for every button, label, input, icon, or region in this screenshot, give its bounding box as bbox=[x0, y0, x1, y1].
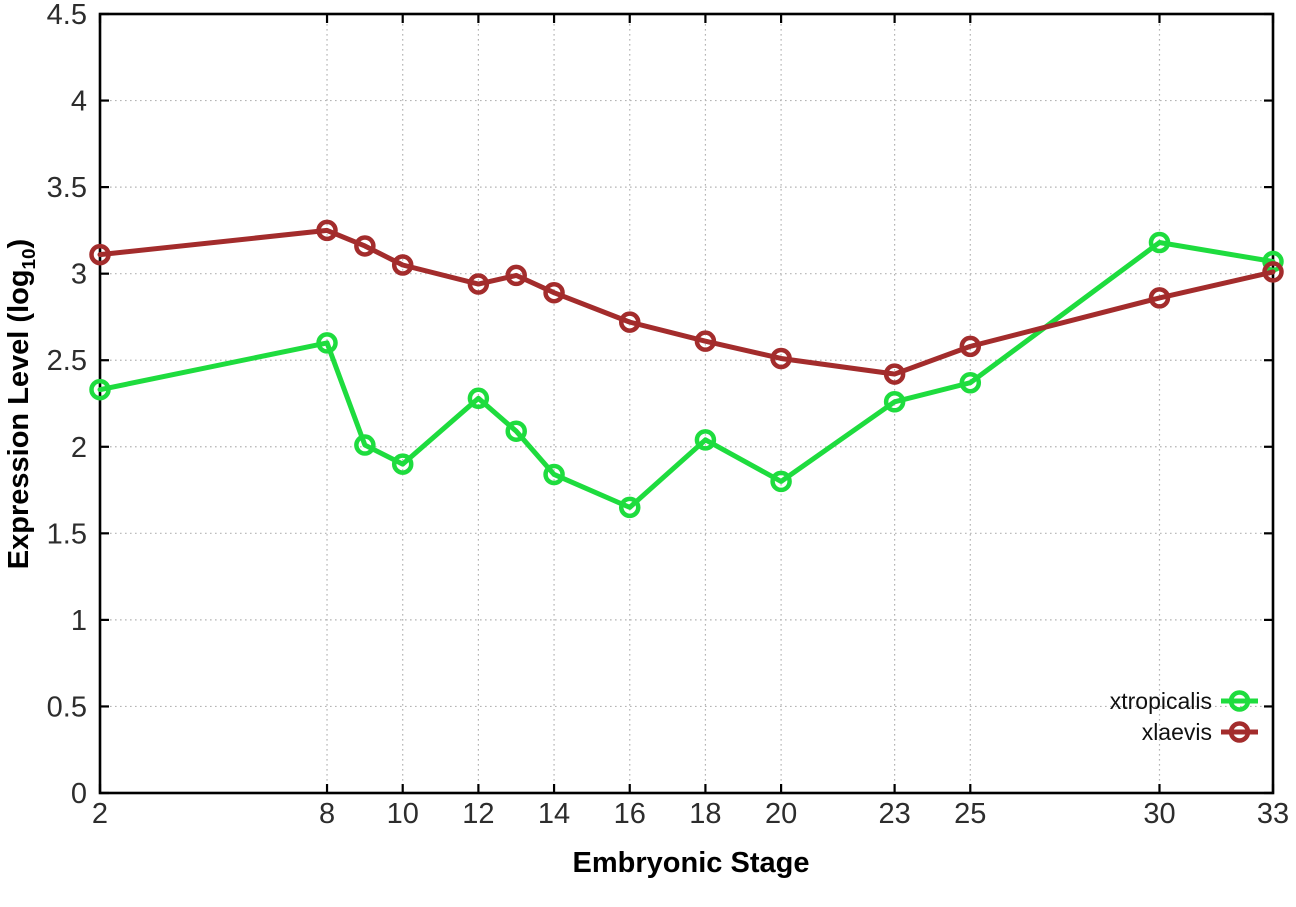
y-tick-label: 0.5 bbox=[47, 691, 87, 723]
y-tick-label: 1.5 bbox=[47, 518, 87, 550]
legend-label-xlaevis: xlaevis bbox=[1142, 719, 1212, 745]
marker-xlaevis bbox=[770, 347, 792, 370]
y-tick-label: 2 bbox=[71, 432, 87, 464]
x-tick-label: 12 bbox=[462, 798, 494, 830]
x-tick-label: 30 bbox=[1143, 798, 1175, 830]
marker-xtropicalis bbox=[89, 378, 111, 401]
legend-label-xtropicalis: xtropicalis bbox=[1110, 688, 1212, 714]
plot-border bbox=[98, 12, 1275, 795]
legend-samples bbox=[1221, 690, 1258, 743]
legend-sample-marker-xtropicalis bbox=[1228, 690, 1251, 712]
y-axis-label-subscript: 10 bbox=[18, 248, 39, 269]
y-tick-label: 3.5 bbox=[47, 172, 87, 204]
x-axis-label: Embryonic Stage bbox=[573, 847, 810, 879]
marker-xlaevis bbox=[1262, 261, 1284, 283]
marker-xlaevis bbox=[354, 235, 376, 257]
x-tick-label: 8 bbox=[319, 798, 335, 830]
x-tick-label: 14 bbox=[538, 798, 570, 830]
marker-xtropicalis bbox=[316, 332, 338, 354]
x-tick-label: 16 bbox=[614, 798, 646, 830]
marker-xtropicalis bbox=[770, 470, 792, 493]
marker-xtropicalis bbox=[618, 496, 641, 519]
marker-xlaevis bbox=[1148, 287, 1171, 309]
y-axis-label-text: Expression Level (log bbox=[3, 269, 35, 569]
legend-sample-marker-xlaevis bbox=[1228, 721, 1251, 743]
x-tick-label: 10 bbox=[387, 798, 419, 830]
x-tick-label: 2 bbox=[92, 798, 108, 830]
marker-xlaevis bbox=[391, 254, 414, 276]
marker-xlaevis bbox=[618, 311, 641, 333]
y-tick-label: 0 bbox=[71, 778, 87, 810]
marker-xtropicalis bbox=[694, 429, 717, 451]
marker-xlaevis bbox=[505, 264, 527, 287]
marker-xtropicalis bbox=[543, 463, 565, 486]
marker-xlaevis bbox=[467, 273, 490, 295]
data-series bbox=[89, 219, 1284, 519]
marker-xlaevis bbox=[694, 330, 717, 352]
marker-xtropicalis bbox=[391, 453, 414, 475]
y-tick-label: 1 bbox=[71, 605, 87, 637]
marker-xtropicalis bbox=[467, 387, 490, 410]
line-xtropicalis bbox=[97, 240, 1276, 510]
y-tick-label: 4.5 bbox=[47, 0, 87, 31]
y-axis-label: Expression Level (log10) bbox=[3, 239, 39, 569]
marker-xtropicalis bbox=[1148, 231, 1171, 254]
x-tick-label: 18 bbox=[689, 798, 721, 830]
y-tick-label: 2.5 bbox=[47, 345, 87, 377]
marker-xtropicalis bbox=[354, 434, 376, 456]
axis-ticks bbox=[98, 12, 1275, 795]
x-tick-label: 20 bbox=[765, 798, 797, 830]
marker-xlaevis bbox=[883, 363, 906, 385]
marker-xlaevis bbox=[316, 219, 338, 242]
tick-labels: 2 8 10 12 14 16 18 20 23 25 30 33 0 0.5 1 1.5 2 2.5 3 3.5 4 4… bbox=[47, 0, 1289, 830]
x-tick-label: 23 bbox=[878, 798, 910, 830]
marker-xlaevis bbox=[543, 281, 565, 304]
marker-xlaevis bbox=[89, 243, 111, 266]
x-tick-label: 25 bbox=[954, 798, 986, 830]
marker-xtropicalis bbox=[883, 391, 906, 413]
marker-xtropicalis bbox=[505, 420, 527, 442]
x-tick-label: 33 bbox=[1257, 798, 1289, 830]
y-tick-label: 3 bbox=[71, 259, 87, 291]
gridlines bbox=[99, 13, 1274, 794]
marker-xlaevis bbox=[959, 335, 982, 358]
y-axis-label-close: ) bbox=[3, 239, 35, 249]
marker-xtropicalis bbox=[959, 371, 982, 394]
y-tick-label: 4 bbox=[71, 86, 87, 118]
legend: xtropicalis xlaevis bbox=[1110, 688, 1258, 745]
